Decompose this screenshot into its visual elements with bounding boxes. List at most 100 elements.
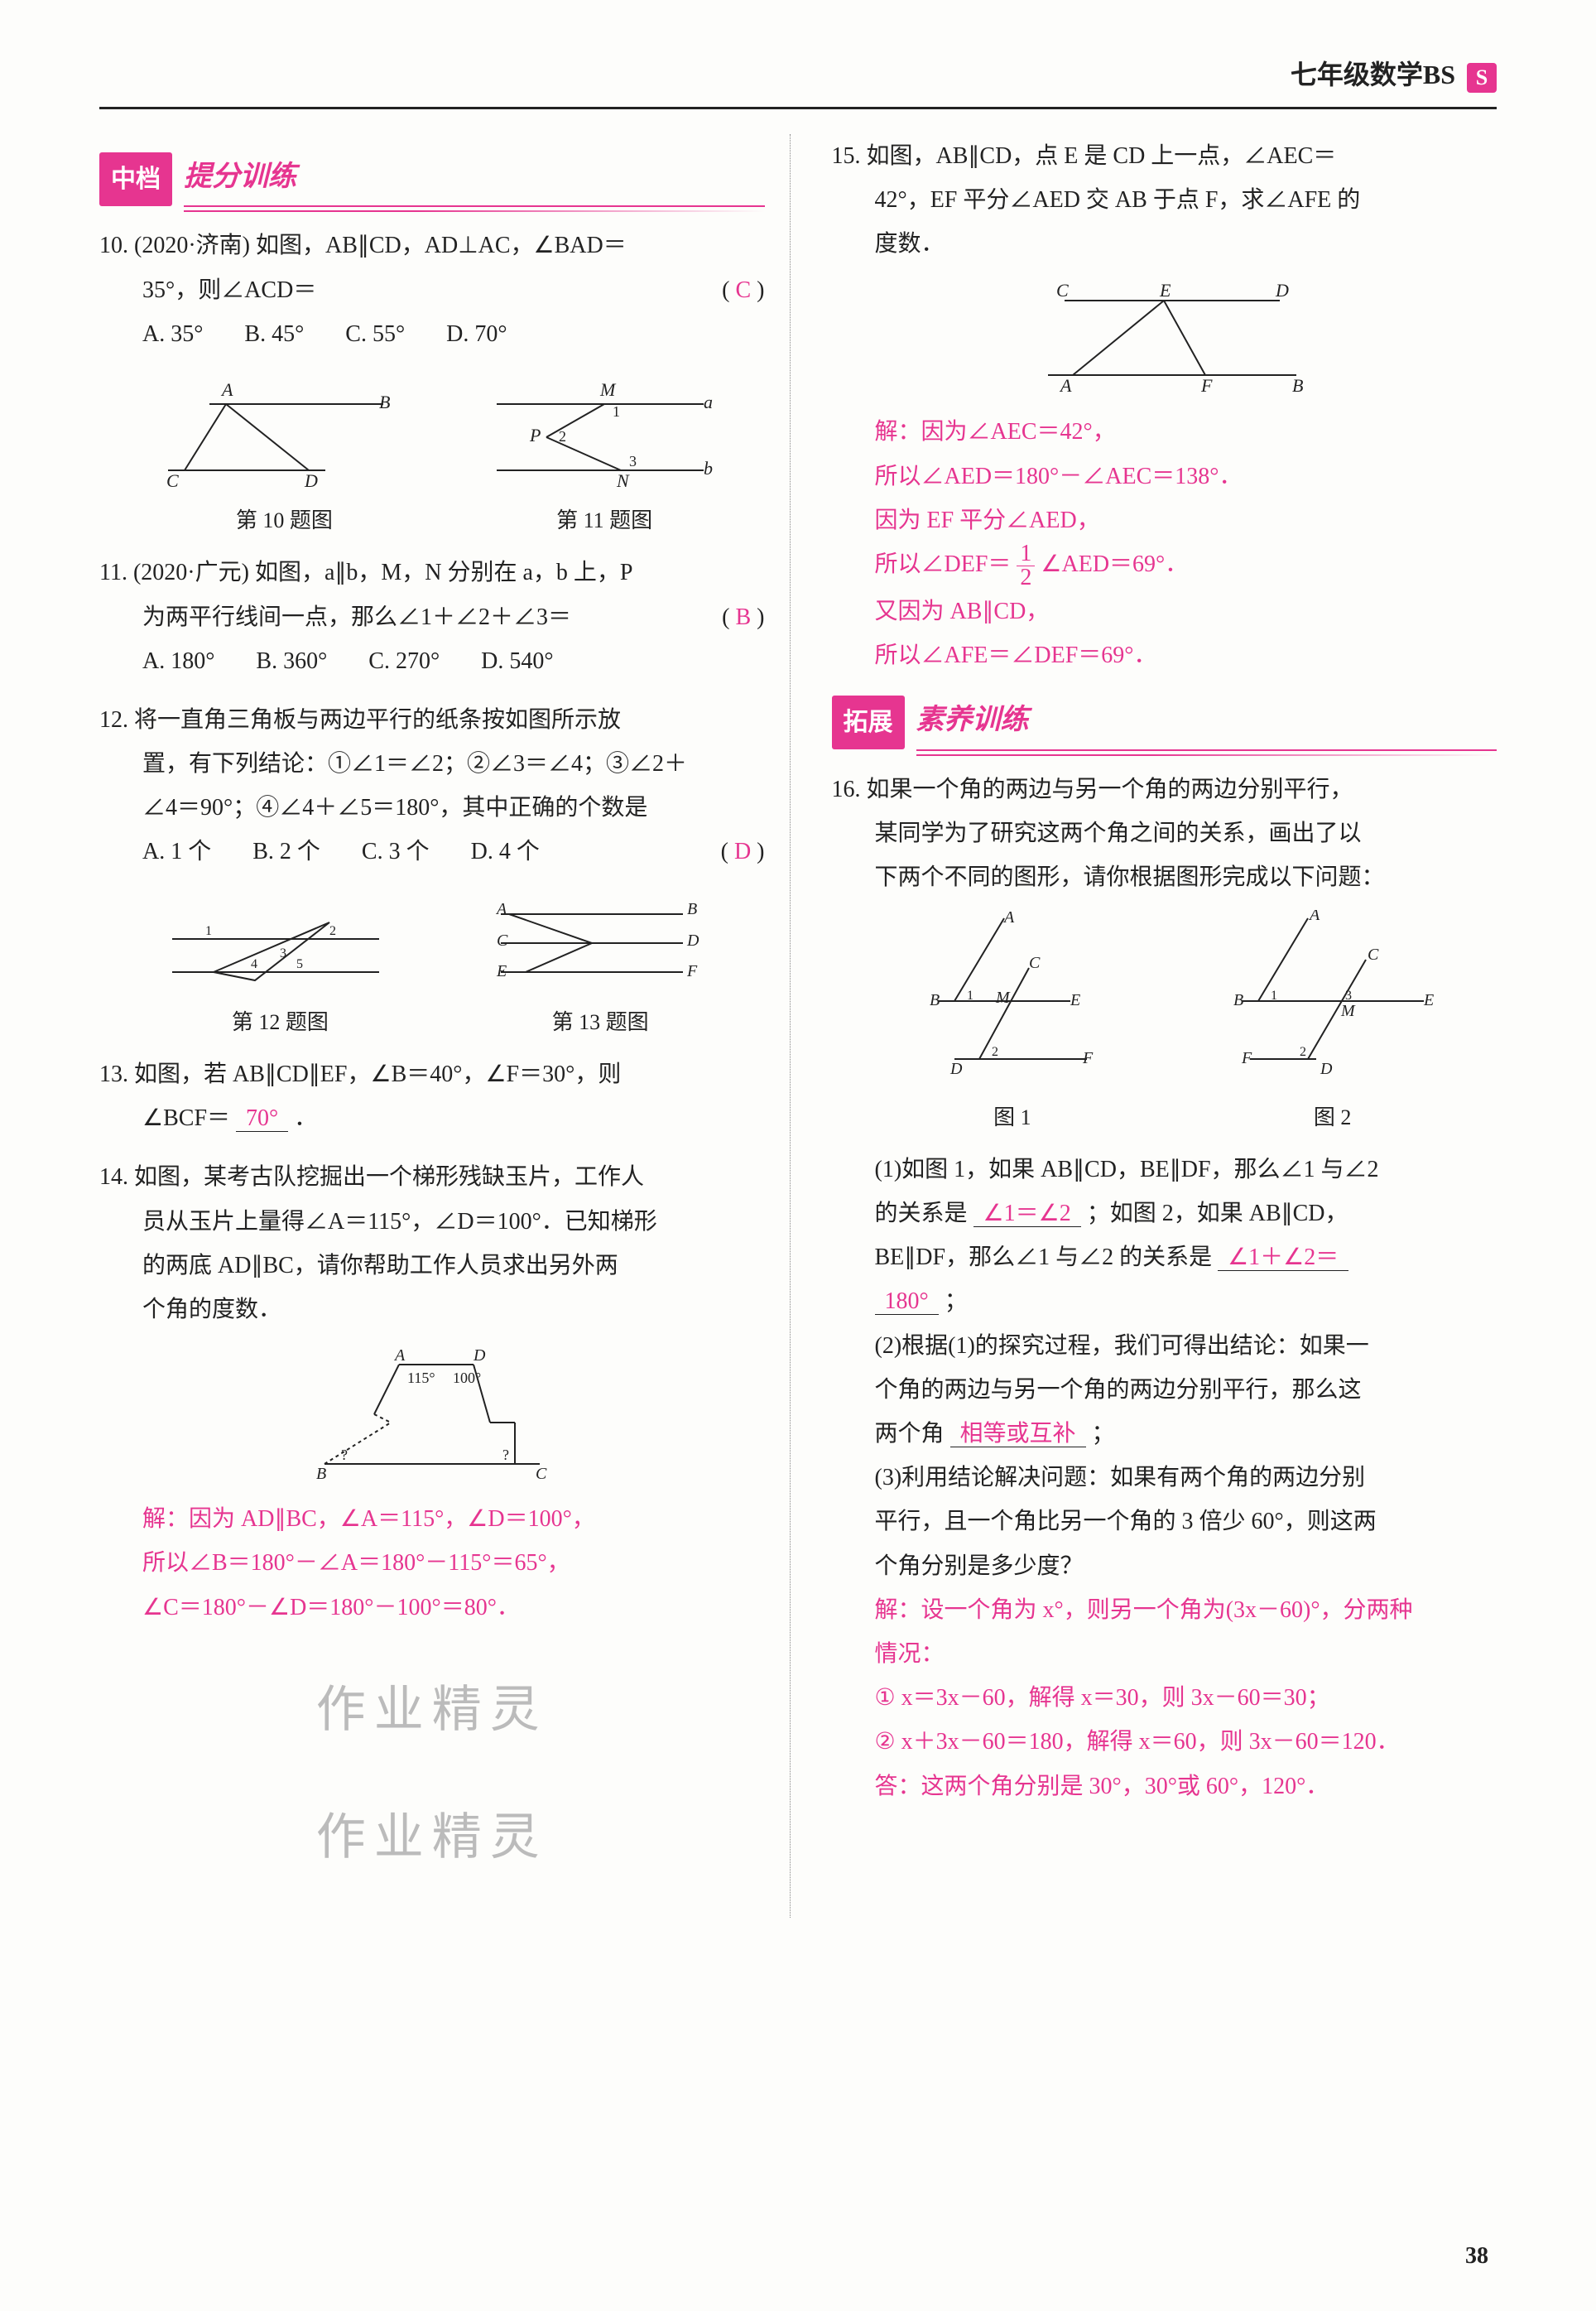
svg-text:D: D xyxy=(1320,1060,1333,1078)
q10-opt-b: B. 45° xyxy=(244,312,304,356)
svg-text:M: M xyxy=(599,379,617,400)
q13-text: 如图，若 AB∥CD∥EF，∠B＝40°，∠F＝30°，则 xyxy=(134,1062,621,1087)
q10-paren-open: ( xyxy=(722,277,729,303)
svg-text:2: 2 xyxy=(1300,1045,1306,1059)
q14-line4: 个角的度数． xyxy=(99,1288,765,1331)
q11-opt-c: C. 270° xyxy=(368,639,440,683)
section-ext-head: 拓展 素养训练 xyxy=(832,694,1497,751)
q10-options: A. 35° B. 45° C. 55° D. 70° xyxy=(99,312,765,356)
q16-ans2b: 180° xyxy=(875,1288,939,1315)
q16-line2: 某同学为了研究这两个角之间的关系，画出了以 xyxy=(832,811,1497,855)
q12-opt-d: D. 4 个 xyxy=(471,830,540,874)
q16-ans1: ∠1＝∠2 xyxy=(973,1201,1081,1227)
fig-10: A B C D 第 10 题图 xyxy=(160,371,408,541)
svg-text:B: B xyxy=(687,900,697,918)
q16-sol1: 解：设一个角为 x°，则另一个角为(3x－60)°，分两种 xyxy=(832,1588,1497,1632)
question-12: 12. 将一直角三角板与两边平行的纸条按如图所示放 置，有下列结论：①∠1＝∠2… xyxy=(99,698,765,874)
q10-num: 10. xyxy=(99,233,128,258)
right-column: 15. 如图，AB∥CD，点 E 是 CD 上一点，∠AEC＝ 42°，EF 平… xyxy=(824,134,1497,1918)
q11-answer-paren: ( B ) xyxy=(722,595,764,639)
q12-line2: 置，有下列结论：①∠1＝∠2；②∠3＝∠4；③∠2＋ xyxy=(99,742,765,786)
svg-text:C: C xyxy=(497,932,508,950)
columns: 中档 提分训练 10. (2020·济南) 如图，AB∥CD，AD⊥AC，∠BA… xyxy=(99,134,1497,1918)
q16-num: 16. xyxy=(832,777,861,802)
q10-answer-paren: ( C ) xyxy=(722,268,764,312)
q12-num: 12. xyxy=(99,707,128,733)
svg-text:F: F xyxy=(1200,375,1213,396)
figs-12-13: 1 2 3 4 5 第 12 题图 A B xyxy=(99,889,765,1042)
svg-text:F: F xyxy=(1082,1049,1094,1067)
q16-p1c-post: ； xyxy=(945,1288,968,1314)
svg-text:100°: 100° xyxy=(453,1370,481,1386)
q15-frac: 12 xyxy=(1017,542,1035,590)
q16-ans2a: ∠1＋∠2＝ xyxy=(1218,1245,1348,1271)
svg-text:A: A xyxy=(1308,910,1320,924)
q16-sol3: ① x＝3x－60，解得 x＝30，则 3x－60＝30； xyxy=(832,1676,1497,1720)
q11-opt-d: D. 540° xyxy=(481,639,553,683)
fig-12-caption: 第 12 题图 xyxy=(164,1002,396,1042)
q11-paren-open: ( xyxy=(722,604,729,630)
q11-src: (2020·广元) xyxy=(133,560,249,585)
fig-13-svg: A B C D E F xyxy=(476,889,724,997)
q14-text: 如图，某考古队挖掘出一个梯形残缺玉片，工作人 xyxy=(134,1164,644,1190)
q10-answer: C xyxy=(735,277,751,303)
section-mid-head: 中档 提分训练 xyxy=(99,151,765,208)
svg-text:C: C xyxy=(1368,946,1379,964)
svg-text:D: D xyxy=(949,1060,963,1078)
q15-sol4-post: ∠AED＝69°． xyxy=(1041,551,1188,577)
fig-16-2-svg: A B C M E 1 3 F D 2 xyxy=(1217,910,1449,1092)
q15-sol2: 所以∠AED＝180°－∠AEC＝138°． xyxy=(832,455,1497,498)
q15-frac-den: 2 xyxy=(1017,566,1035,590)
section-ext-title: 素养训练 xyxy=(916,694,1497,751)
svg-text:B: B xyxy=(1292,375,1303,396)
svg-text:M: M xyxy=(995,989,1011,1007)
q16-p1c-pre: BE∥DF，那么∠1 与∠2 的关系是 xyxy=(875,1245,1213,1270)
q14-sol3: ∠C＝180°－∠D＝180°－100°＝80°． xyxy=(99,1586,765,1630)
q13-num: 13. xyxy=(99,1062,128,1087)
svg-text:B: B xyxy=(930,991,940,1009)
fig-16-1: A B C E M 1 D F 2 图 1 xyxy=(905,910,1120,1138)
q10-opt-c: C. 55° xyxy=(345,312,405,356)
svg-text:A: A xyxy=(220,379,233,400)
q11-answer: B xyxy=(735,604,751,630)
svg-text:E: E xyxy=(1423,991,1434,1009)
svg-text:F: F xyxy=(686,962,698,980)
q16-sol5: 答：这两个角分别是 30°，30°或 60°，120°． xyxy=(832,1765,1497,1808)
q15-frac-num: 1 xyxy=(1017,542,1035,566)
q16-p1b-pre: 的关系是 xyxy=(875,1201,968,1226)
q15-sol4-pre: 所以∠DEF＝ xyxy=(875,551,1012,577)
question-13: 13. 如图，若 AB∥CD∥EF，∠B＝40°，∠F＝30°，则 ∠BCF＝ … xyxy=(99,1052,765,1140)
svg-text:N: N xyxy=(616,470,630,491)
q12-line3: ∠4＝90°；④∠4＋∠5＝180°，其中正确的个数是 xyxy=(142,795,647,821)
q11-paren-close: ) xyxy=(757,604,764,630)
q12-answer-paren: ( D ) xyxy=(721,830,765,874)
svg-text:5: 5 xyxy=(296,957,303,971)
question-10: 10. (2020·济南) 如图，AB∥CD，AD⊥AC，∠BAD＝ 35°，则… xyxy=(99,224,765,356)
fig-10-svg: A B C D xyxy=(160,371,408,495)
fig-14-svg: A D 115° 100° B C ? ? xyxy=(300,1340,565,1489)
q11-opt-b: B. 360° xyxy=(256,639,327,683)
question-11: 11. (2020·广元) 如图，a∥b，M，N 分别在 a，b 上，P 为两平… xyxy=(99,551,765,683)
q16-p2c-post: ； xyxy=(1092,1421,1115,1447)
q14-line2: 员从玉片上量得∠A＝115°，∠D＝100°．已知梯形 xyxy=(99,1200,765,1244)
watermark-2: 作业精灵 xyxy=(99,1790,765,1885)
q16-p2a: (2)根据(1)的探究过程，我们可得出结论：如果一 xyxy=(832,1324,1497,1368)
q10-opt-d: D. 70° xyxy=(446,312,507,356)
fig-13-caption: 第 13 题图 xyxy=(476,1002,724,1042)
svg-text:D: D xyxy=(686,932,699,950)
q12-options: A. 1 个 B. 2 个 C. 3 个 D. 4 个 xyxy=(99,830,721,874)
q16-p1a: (1)如图 1，如果 AB∥CD，BE∥DF，那么∠1 与∠2 xyxy=(832,1148,1497,1192)
figs-16: A B C E M 1 D F 2 图 1 xyxy=(832,910,1497,1138)
q10-text: 如图，AB∥CD，AD⊥AC，∠BAD＝ xyxy=(256,233,627,258)
q12-opt-a: A. 1 个 xyxy=(142,830,211,874)
q14-sol1: 解：因为 AD∥BC，∠A＝115°，∠D＝100°， xyxy=(99,1497,765,1541)
q12-paren-close: ) xyxy=(757,839,764,864)
svg-text:a: a xyxy=(704,392,713,412)
q14-line3: 的两底 AD∥BC，请你帮助工作人员求出另外两 xyxy=(99,1244,765,1288)
q10-paren-close: ) xyxy=(757,277,764,303)
section-ext-tag: 拓展 xyxy=(832,696,905,749)
svg-text:E: E xyxy=(1159,280,1171,301)
svg-text:C: C xyxy=(166,470,179,491)
svg-text:D: D xyxy=(473,1346,486,1365)
q10-opt-a: A. 35° xyxy=(142,312,203,356)
